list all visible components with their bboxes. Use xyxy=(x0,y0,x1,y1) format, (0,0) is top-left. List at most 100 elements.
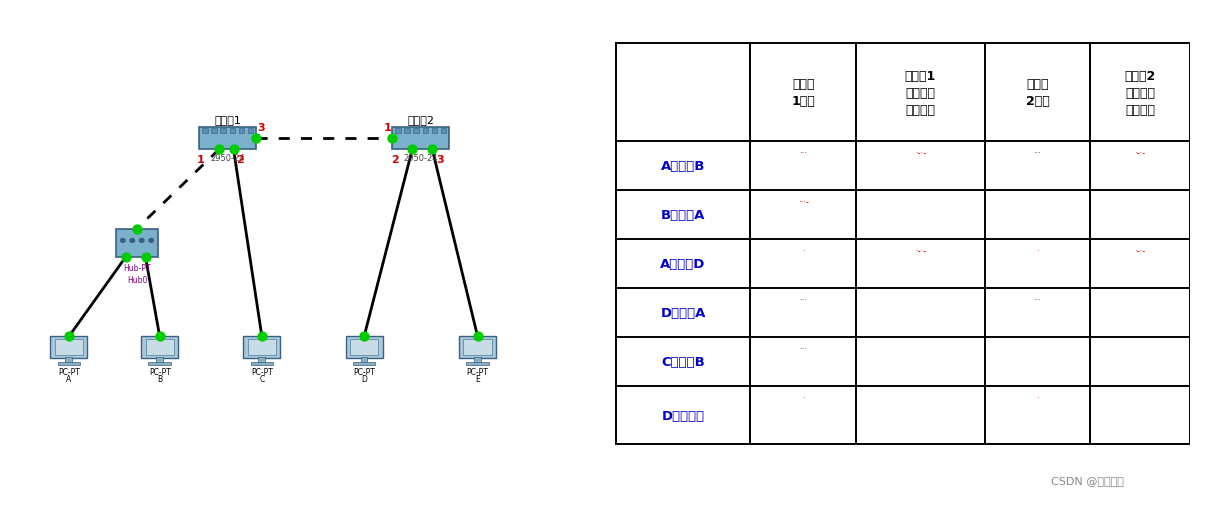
Point xyxy=(127,225,146,233)
Text: ·-·-: ·-·- xyxy=(1134,246,1145,256)
Point xyxy=(354,333,373,341)
Point xyxy=(383,135,402,143)
Text: 1: 1 xyxy=(384,122,391,132)
Text: A发送给B: A发送给B xyxy=(661,160,705,173)
Text: E: E xyxy=(475,374,480,383)
Point xyxy=(223,146,243,154)
Text: 2950-24: 2950-24 xyxy=(210,154,245,162)
Text: D: D xyxy=(361,374,367,383)
Bar xyxy=(353,362,376,365)
Text: ·: · xyxy=(1036,393,1039,402)
Text: ·-·-: ·-·- xyxy=(1134,148,1145,158)
Point xyxy=(116,254,135,262)
Bar xyxy=(248,129,254,134)
Text: 交换表
1变化: 交换表 1变化 xyxy=(791,78,815,108)
Bar xyxy=(250,362,273,365)
Text: PC-PT: PC-PT xyxy=(353,368,374,377)
Text: PC-PT: PC-PT xyxy=(149,368,170,377)
Bar xyxy=(202,129,208,134)
Text: 交换机2: 交换机2 xyxy=(407,115,435,125)
Text: Hub0: Hub0 xyxy=(127,276,147,285)
Text: CSDN @盒马盒马: CSDN @盒马盒马 xyxy=(1051,475,1123,485)
Bar xyxy=(345,337,383,358)
Point xyxy=(246,135,266,143)
Bar xyxy=(423,129,429,134)
Bar xyxy=(431,129,437,134)
Bar xyxy=(211,129,217,134)
Text: 交换机2
向哪些接
口转发帧: 交换机2 向哪些接 口转发帧 xyxy=(1125,70,1156,117)
Text: 2: 2 xyxy=(237,155,244,165)
Text: PC-PT: PC-PT xyxy=(466,368,488,377)
Text: ·: · xyxy=(1036,246,1039,256)
Text: B发送给A: B发送给A xyxy=(661,209,705,222)
Text: ···-: ···- xyxy=(797,197,808,207)
Bar xyxy=(441,129,447,134)
Text: ···: ··· xyxy=(1034,148,1041,158)
Text: ···: ··· xyxy=(1034,295,1041,305)
Text: Hub-PT: Hub-PT xyxy=(123,263,151,272)
Bar xyxy=(459,337,496,358)
Point xyxy=(135,254,155,262)
Text: ·: · xyxy=(802,246,805,256)
Text: A: A xyxy=(66,374,71,383)
Text: ·-·-: ·-·- xyxy=(914,246,927,256)
Point xyxy=(150,333,169,341)
Text: B: B xyxy=(157,374,162,383)
Text: ···: ··· xyxy=(800,344,807,353)
Text: 3: 3 xyxy=(257,122,265,132)
Bar xyxy=(239,129,244,134)
Bar xyxy=(464,340,492,356)
Bar xyxy=(58,362,80,365)
Bar xyxy=(259,357,266,363)
Bar xyxy=(405,129,410,134)
Point xyxy=(210,146,230,154)
Text: 2: 2 xyxy=(391,155,399,165)
Bar xyxy=(145,340,174,356)
Circle shape xyxy=(130,239,134,243)
Bar xyxy=(54,340,83,356)
Bar xyxy=(395,129,401,134)
Polygon shape xyxy=(199,128,256,149)
Bar xyxy=(149,362,172,365)
Bar xyxy=(116,229,158,258)
Bar xyxy=(244,337,280,358)
Polygon shape xyxy=(393,128,449,149)
Point xyxy=(402,146,422,154)
Text: D发送给A: D发送给A xyxy=(661,307,705,320)
Text: 2950-24: 2950-24 xyxy=(403,154,439,162)
Bar xyxy=(361,357,367,363)
Point xyxy=(252,333,272,341)
Circle shape xyxy=(139,239,144,243)
Text: 交换机1: 交换机1 xyxy=(214,115,242,125)
Text: C: C xyxy=(260,374,265,383)
Text: ···: ··· xyxy=(800,148,807,158)
Bar xyxy=(475,357,481,363)
Text: C发送给B: C发送给B xyxy=(661,356,705,369)
Bar xyxy=(65,357,72,363)
Text: ···: ··· xyxy=(800,295,807,305)
Bar xyxy=(413,129,419,134)
Bar xyxy=(466,362,489,365)
Text: 1: 1 xyxy=(197,155,204,165)
Point xyxy=(467,333,487,341)
Text: 交换机1
向哪些接
口转发帧: 交换机1 向哪些接 口转发帧 xyxy=(905,70,936,117)
Bar xyxy=(141,337,178,358)
Text: PC-PT: PC-PT xyxy=(251,368,273,377)
Point xyxy=(59,333,79,341)
Bar xyxy=(156,357,163,363)
Text: 交换表
2变化: 交换表 2变化 xyxy=(1026,78,1050,108)
Text: ·: · xyxy=(802,393,805,402)
Circle shape xyxy=(121,239,126,243)
Bar xyxy=(220,129,226,134)
Bar xyxy=(51,337,87,358)
Text: A发送给D: A发送给D xyxy=(661,258,705,271)
Bar xyxy=(230,129,236,134)
Text: PC-PT: PC-PT xyxy=(58,368,80,377)
Bar xyxy=(248,340,277,356)
Text: D关机离线: D关机离线 xyxy=(662,409,704,422)
Circle shape xyxy=(149,239,153,243)
Text: 3: 3 xyxy=(437,155,445,165)
Text: ·-·-: ·-·- xyxy=(914,148,927,158)
Point xyxy=(423,146,442,154)
Bar xyxy=(350,340,378,356)
